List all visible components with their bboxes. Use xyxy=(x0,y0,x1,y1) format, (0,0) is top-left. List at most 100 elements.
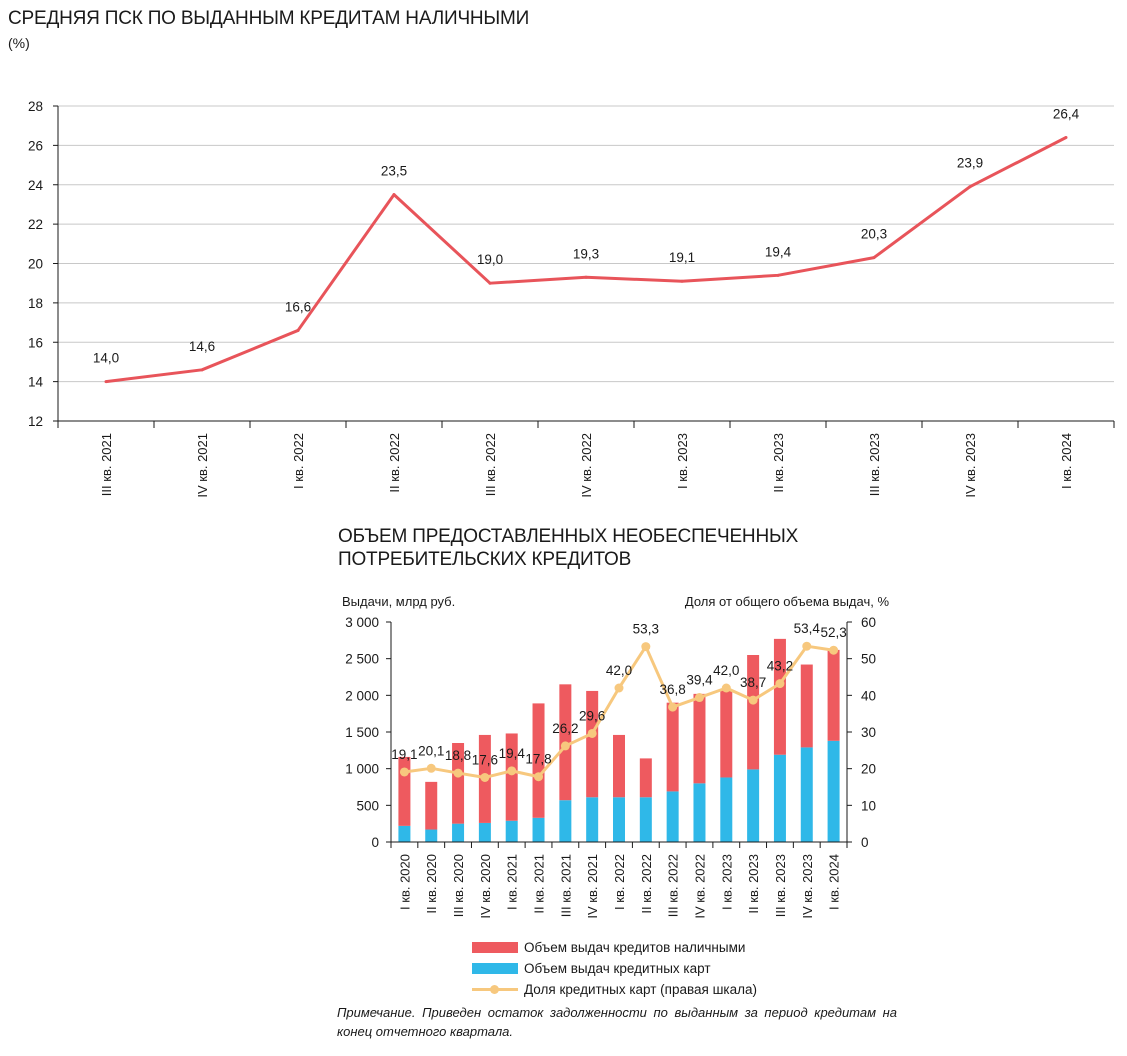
right-y-tick-label: 30 xyxy=(861,725,876,740)
psk-data-point xyxy=(872,256,876,260)
share-data-label: 36,8 xyxy=(660,682,686,697)
x-tick-label: I кв. 2024 xyxy=(827,854,842,910)
psk-data-point xyxy=(104,380,108,384)
x-tick-label: II кв. 2023 xyxy=(746,854,761,914)
bar-cash-loans xyxy=(827,649,840,741)
x-tick-label: I кв. 2021 xyxy=(505,854,520,910)
x-tick-label: IV кв. 2023 xyxy=(963,433,978,498)
x-tick-label: III кв. 2020 xyxy=(451,854,466,917)
left-y-tick-label: 2 000 xyxy=(345,688,379,703)
bar-cash-loans xyxy=(452,743,465,824)
psk-line-chart: 12 14 16 18 20 22 24 26 28 III кв. 2021 IV кв. 202… xyxy=(28,99,1115,498)
left-y-tick-label: 2 500 xyxy=(345,652,379,667)
x-tick-label: II кв. 2021 xyxy=(532,854,547,914)
x-tick-label: IV кв. 2021 xyxy=(585,854,600,919)
psk-data-label: 14,0 xyxy=(93,351,119,366)
bar-credit-cards xyxy=(478,822,491,842)
psk-data-label: 20,3 xyxy=(861,227,887,242)
y-tick-label: 16 xyxy=(28,335,43,350)
right-y-tick-label: 50 xyxy=(861,652,876,667)
share-data-label: 42,0 xyxy=(606,663,632,678)
share-data-point xyxy=(614,683,624,693)
legend-swatch-share xyxy=(472,984,518,995)
share-data-point xyxy=(641,642,651,652)
x-tick-label: IV кв. 2022 xyxy=(579,433,594,498)
share-data-point xyxy=(802,641,812,651)
x-tick-label: III кв. 2022 xyxy=(666,854,681,917)
share-data-label: 52,3 xyxy=(820,625,846,640)
bar-credit-cards xyxy=(639,797,652,842)
left-y-tick-label: 1 500 xyxy=(345,725,379,740)
psk-data-label: 14,6 xyxy=(189,339,215,354)
psk-data-point xyxy=(680,279,684,283)
share-data-label: 53,4 xyxy=(794,621,821,636)
psk-data-point xyxy=(584,275,588,279)
bar-cash-loans xyxy=(773,638,786,755)
psk-data-point xyxy=(392,193,396,197)
y-tick-label: 18 xyxy=(28,296,43,311)
right-y-tick-label: 60 xyxy=(861,615,876,630)
bar-cash-loans xyxy=(586,690,599,798)
bar-credit-cards xyxy=(586,797,599,842)
x-tick-label: I кв. 2022 xyxy=(291,433,306,489)
x-tick-label: I кв. 2020 xyxy=(397,854,412,910)
psk-data-label: 19,1 xyxy=(669,250,695,265)
bar-credit-cards xyxy=(532,817,545,842)
psk-data-label: 23,9 xyxy=(957,156,983,171)
chart1-unit: (%) xyxy=(8,35,30,51)
share-data-label: 38,7 xyxy=(740,675,766,690)
share-data-label: 42,0 xyxy=(713,663,739,678)
share-data-point xyxy=(560,741,570,751)
psk-data-label: 16,6 xyxy=(285,299,311,314)
right-y-tick-label: 10 xyxy=(861,798,876,813)
right-y-tick-label: 20 xyxy=(861,762,876,777)
share-data-label: 19,1 xyxy=(391,747,417,762)
psk-data-point xyxy=(968,185,972,189)
psk-data-label: 19,3 xyxy=(573,246,599,261)
legend-item-share: Доля кредитных карт (правая шкала) xyxy=(472,979,757,1000)
bar-credit-cards xyxy=(773,754,786,842)
x-tick-label: III кв. 2023 xyxy=(867,433,882,496)
legend-label-cards: Объем выдач кредитных карт xyxy=(524,961,711,976)
bar-credit-cards xyxy=(398,825,411,842)
share-data-point xyxy=(480,772,490,782)
y-tick-label: 14 xyxy=(28,375,44,390)
left-y-tick-label: 3 000 xyxy=(345,615,379,630)
psk-data-label: 19,4 xyxy=(765,244,792,259)
bar-cash-loans xyxy=(613,734,625,798)
x-tick-label: IV кв. 2022 xyxy=(692,854,707,919)
share-data-point xyxy=(507,766,517,776)
legend-item-cash: Объем выдач кредитов наличными xyxy=(472,937,757,958)
bar-credit-cards xyxy=(559,800,572,842)
share-data-point xyxy=(668,702,678,712)
bar-credit-cards xyxy=(747,769,760,842)
share-data-point xyxy=(748,695,758,705)
y-tick-label: 28 xyxy=(28,99,43,114)
share-data-label: 20,1 xyxy=(418,743,444,758)
right-y-tick-label: 0 xyxy=(861,835,869,850)
x-tick-label: III кв. 2022 xyxy=(483,433,498,496)
x-tick-label: III кв. 2021 xyxy=(558,854,573,917)
share-data-label: 39,4 xyxy=(686,673,713,688)
bar-cash-loans xyxy=(505,733,518,821)
x-tick-label: II кв. 2022 xyxy=(639,854,654,914)
psk-data-point xyxy=(776,273,780,277)
psk-data-point xyxy=(488,281,492,285)
bar-credit-cards xyxy=(613,797,625,842)
bar-credit-cards xyxy=(666,791,679,842)
x-tick-label: III кв. 2023 xyxy=(773,854,788,917)
share-data-label: 43,2 xyxy=(767,659,793,674)
right-y-tick-label: 40 xyxy=(861,688,876,703)
share-data-point xyxy=(426,763,436,773)
y-tick-label: 24 xyxy=(28,178,44,193)
bar-credit-cards xyxy=(720,777,733,842)
x-tick-label: I кв. 2023 xyxy=(675,433,690,489)
left-y-tick-label: 0 xyxy=(371,835,379,850)
x-tick-label: II кв. 2020 xyxy=(424,854,439,914)
legend-item-cards: Объем выдач кредитных карт xyxy=(472,958,757,979)
bar-credit-cards xyxy=(693,783,706,842)
y-tick-label: 26 xyxy=(28,138,43,153)
left-y-tick-label: 500 xyxy=(356,798,379,813)
bar-credit-cards xyxy=(425,829,438,842)
